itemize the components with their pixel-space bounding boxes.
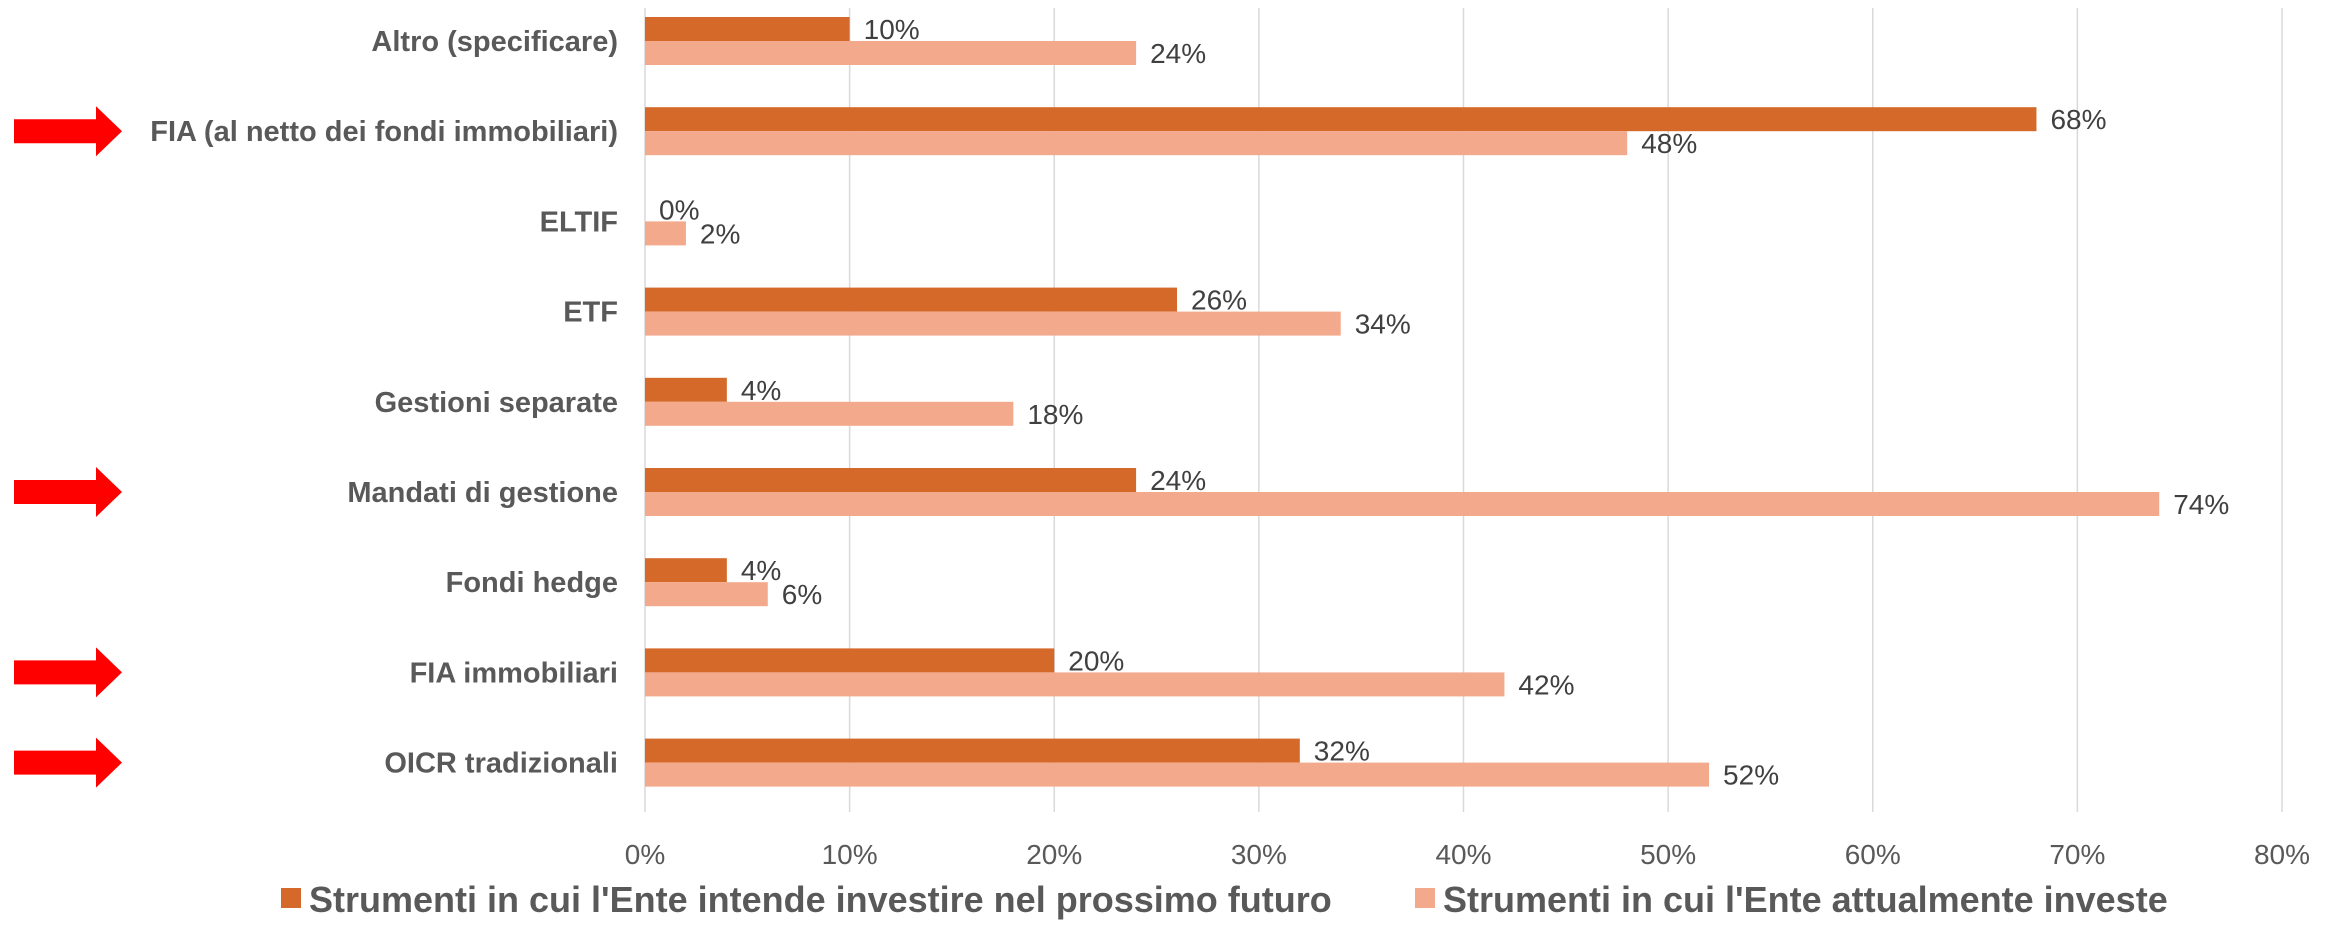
data-label: 34% [1355,309,1411,340]
red-arrow-icon [14,106,122,157]
data-label: 32% [1314,736,1370,767]
x-tick-label: 70% [2049,839,2105,870]
category-label: Gestioni separate [375,387,618,419]
category-label: ETF [563,297,618,329]
data-label: 74% [2173,489,2229,520]
x-axis-ticks: 0% 10% 20% 30% 40% 50% 60% 70% 80% [625,839,2310,870]
bar-future [645,738,1300,763]
bar-future [645,377,727,402]
bar-current [645,672,1505,697]
bars [645,17,2160,787]
data-label: 6% [782,579,822,610]
data-label: 18% [1027,399,1083,430]
category-label: OICR tradizionali [384,748,618,780]
category-label: Altro (specificare) [371,26,618,58]
data-label: 26% [1191,285,1247,316]
legend-swatch [281,888,301,908]
data-labels: 10%24%68%48%0%2%26%34%4%18%24%74%4%6%20%… [659,14,2229,791]
data-label: 0% [659,194,699,225]
bar-future [645,558,727,583]
red-arrow-icon [14,737,122,788]
bar-current [645,131,1628,156]
x-tick-label: 50% [1640,839,1696,870]
data-label: 68% [2050,104,2106,135]
data-label: 20% [1068,645,1124,676]
data-label: 52% [1723,760,1779,791]
bar-current [645,221,686,246]
bar-future [645,468,1137,492]
bar-current [645,762,1710,787]
category-label: Mandati di gestione [347,477,618,509]
x-tick-label: 10% [822,839,878,870]
category-label: FIA immobiliari [410,657,618,689]
data-label: 4% [741,375,781,406]
data-label: 2% [700,218,740,249]
x-tick-label: 40% [1435,839,1491,870]
bar-current [645,41,1137,65]
data-label: 48% [1641,128,1697,159]
red-arrow-icon [14,647,122,698]
legend: Strumenti in cui l'Ente intende investir… [281,879,2168,920]
bar-current [645,492,2160,516]
x-tick-label: 30% [1231,839,1287,870]
bar-current [645,311,1341,336]
data-label: 24% [1150,38,1206,69]
bar-current [645,401,1014,426]
x-tick-label: 20% [1026,839,1082,870]
bar-current [645,582,768,607]
bar-future [645,17,850,41]
category-label: ELTIF [540,206,618,238]
x-tick-label: 0% [625,839,665,870]
category-label: FIA (al netto dei fondi immobiliari) [150,116,618,148]
data-label: 42% [1518,669,1574,700]
data-label: 10% [864,14,920,45]
bar-future [645,107,2037,132]
bar-future [645,648,1055,673]
data-label: 24% [1150,465,1206,496]
legend-swatch [1415,888,1435,908]
red-arrow-icon [14,467,122,517]
legend-label: Strumenti in cui l'Ente attualmente inve… [1443,879,2168,920]
category-label: Fondi hedge [446,567,618,599]
category-labels: Altro (specificare) FIA (al netto dei fon… [150,26,618,780]
data-label: 4% [741,555,781,586]
x-tick-label: 80% [2254,839,2310,870]
highlight-arrows [14,106,122,788]
legend-label: Strumenti in cui l'Ente intende investir… [309,879,1332,920]
bar-future [645,287,1178,312]
x-tick-label: 60% [1845,839,1901,870]
